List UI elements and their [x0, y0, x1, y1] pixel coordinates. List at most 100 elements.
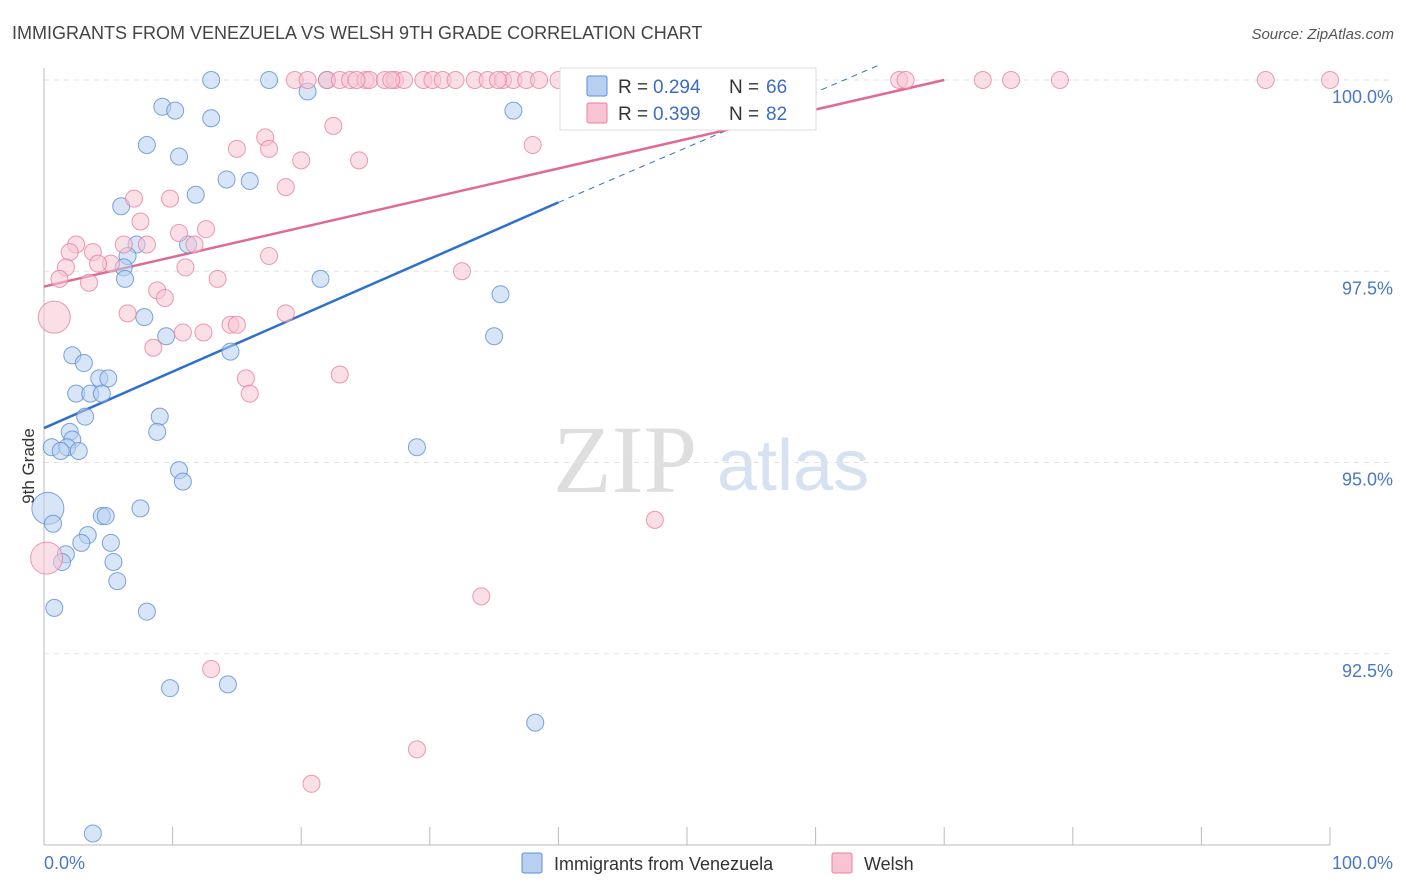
point-welsh-13: [446, 71, 465, 89]
point-welsh-73: [645, 510, 664, 529]
point-welsh-58: [208, 269, 227, 288]
point-venezuela-54: [104, 552, 123, 571]
point-venezuela-19: [311, 269, 330, 288]
series-legend-label-welsh: Welsh: [864, 854, 914, 874]
point-venezuela-7: [202, 109, 221, 128]
point-venezuela-33: [76, 407, 95, 426]
point-welsh-64: [276, 304, 295, 323]
point-welsh-61: [155, 289, 174, 308]
point-welsh-51: [260, 246, 279, 265]
point-venezuela-45: [131, 499, 150, 518]
point-venezuela-4: [504, 101, 523, 120]
point-welsh-55: [176, 258, 195, 277]
series-legend-label-venezuela: Immigrants from Venezuela: [554, 854, 774, 874]
point-welsh-62: [37, 300, 71, 334]
point-venezuela-48: [44, 514, 63, 533]
point-venezuela-9: [170, 147, 189, 166]
point-welsh-66: [227, 315, 246, 334]
point-venezuela-57: [137, 602, 156, 621]
y-axis-label: 9th Grade: [19, 428, 38, 504]
point-welsh-26: [896, 71, 915, 89]
point-venezuela-24: [221, 342, 240, 361]
trend-line-venezuela: [43, 201, 559, 430]
point-welsh-40: [125, 189, 144, 208]
point-welsh-32: [324, 116, 343, 135]
point-venezuela-1: [260, 71, 279, 89]
point-welsh-34: [227, 139, 246, 158]
point-venezuela-40: [69, 442, 88, 461]
point-welsh-30: [1256, 71, 1275, 89]
point-venezuela-6: [166, 101, 185, 120]
point-venezuela-51: [101, 533, 120, 552]
point-welsh-48: [114, 235, 133, 254]
point-welsh-37: [350, 151, 369, 170]
point-venezuela-0: [202, 71, 221, 89]
point-welsh-1: [298, 71, 317, 89]
point-welsh-41: [161, 189, 180, 208]
point-welsh-71: [236, 369, 255, 388]
legend-r-value-1: 0.294: [653, 77, 701, 98]
point-venezuela-50: [72, 533, 91, 552]
point-welsh-68: [194, 323, 213, 342]
y-tick-label-2: 97.5%: [1342, 278, 1393, 298]
point-venezuela-20: [491, 285, 510, 304]
point-venezuela-11: [240, 171, 259, 190]
legend-swatch-welsh: [586, 102, 608, 124]
point-venezuela-26: [74, 354, 93, 373]
point-welsh-70: [330, 365, 349, 384]
point-venezuela-21: [135, 308, 154, 327]
point-welsh-67: [173, 323, 192, 342]
point-welsh-43: [170, 224, 189, 242]
legend-swatch-venezuela: [586, 75, 608, 97]
point-welsh-49: [137, 235, 156, 254]
point-venezuela-56: [45, 598, 64, 617]
watermark-atlas: atlas: [717, 426, 869, 506]
data-points: [30, 71, 1339, 843]
point-venezuela-28: [99, 369, 118, 388]
point-welsh-24: [347, 71, 366, 89]
point-welsh-76: [407, 740, 426, 759]
point-welsh-38: [523, 136, 542, 155]
y-tick-label-3: 100.0%: [1332, 87, 1393, 107]
point-welsh-53: [89, 254, 108, 273]
point-venezuela-35: [148, 422, 167, 441]
point-welsh-36: [292, 151, 311, 170]
point-welsh-74: [472, 587, 491, 606]
trend-line-venezuela-extension: [558, 64, 881, 203]
point-venezuela-58: [161, 679, 180, 698]
legend-n-value-2: 82: [766, 104, 787, 125]
legend-r-value-2: 0.399: [653, 104, 701, 125]
point-venezuela-31: [92, 384, 111, 403]
point-welsh-59: [80, 273, 99, 292]
point-welsh-75: [202, 660, 221, 679]
point-venezuela-32: [150, 407, 169, 426]
legend-n-label-1: N =: [729, 77, 759, 98]
legend-n-label-2: N =: [729, 104, 759, 125]
point-venezuela-23: [485, 327, 504, 346]
y-tick-label-1: 95.0%: [1342, 470, 1393, 490]
series-legend-swatch-welsh: [831, 852, 853, 874]
point-venezuela-18: [116, 269, 135, 288]
point-welsh-57: [50, 269, 69, 288]
point-welsh-63: [118, 304, 137, 323]
point-welsh-31: [1321, 71, 1339, 89]
x-tick-label-max: 100.0%: [1332, 853, 1393, 873]
point-welsh-56: [452, 262, 471, 281]
point-welsh-44: [197, 220, 216, 239]
point-venezuela-60: [526, 713, 545, 732]
legend-n-value-1: 66: [766, 77, 787, 98]
point-venezuela-22: [157, 327, 176, 346]
point-welsh-29: [1050, 71, 1069, 89]
chart-source: Source: ZipAtlas.com: [1251, 26, 1394, 43]
point-welsh-27: [973, 71, 992, 89]
stats-legend: R = 0.294 N = 66 R = 0.399 N = 82: [559, 67, 817, 131]
point-welsh-42: [131, 212, 150, 231]
point-venezuela-43: [173, 472, 192, 491]
series-legend: Immigrants from Venezuela Welsh: [521, 852, 914, 874]
y-tick-labels: 92.5% 95.0% 97.5% 100.0%: [1332, 87, 1393, 681]
axes: [43, 68, 1331, 846]
point-venezuela-61: [83, 824, 102, 843]
point-welsh-28: [1002, 71, 1021, 89]
grid-lines: [44, 79, 1394, 655]
point-venezuela-10: [217, 170, 236, 189]
